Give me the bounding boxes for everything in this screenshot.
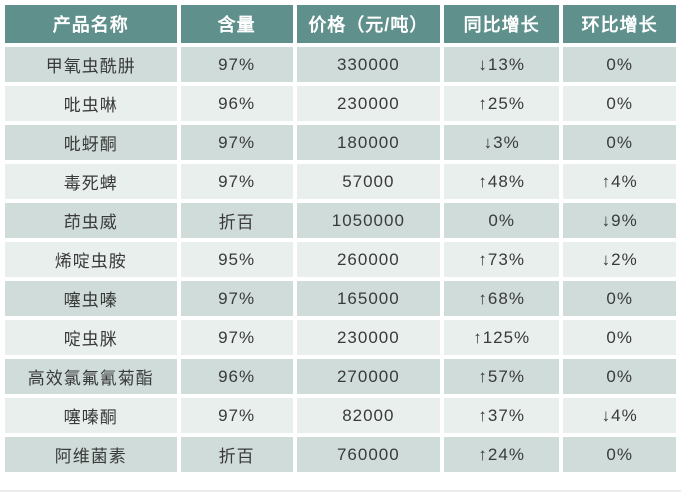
product-name-cell: 噻嗪酮 [5, 398, 177, 433]
product-name-cell: 甲氧虫酰肼 [5, 47, 177, 82]
table-row: 毒死蜱 97% 57000 ↑48% ↑4% [5, 164, 676, 199]
product-name-cell: 吡虫啉 [5, 86, 177, 121]
yoy-growth-cell: ↑25% [444, 86, 560, 121]
product-name-cell: 毒死蜱 [5, 164, 177, 199]
price-cell: 270000 [296, 359, 441, 394]
content-cell: 折百 [180, 203, 293, 238]
yoy-growth-cell: ↑68% [444, 281, 560, 316]
yoy-growth-cell: ↓3% [444, 125, 560, 160]
table-row: 吡蚜酮 97% 180000 ↓3% 0% [5, 125, 676, 160]
content-cell: 95% [180, 242, 293, 277]
content-cell: 97% [180, 281, 293, 316]
table-container: 产品名称 含量 价格（元/吨） 同比增长 环比增长 甲氧虫酰肼 97% 330000 ↓13%… [1, 1, 680, 476]
product-name-cell: 噻虫嗪 [5, 281, 177, 316]
table-row: 甲氧虫酰肼 97% 330000 ↓13% 0% [5, 47, 676, 82]
column-header-yoy-growth: 同比增长 [444, 5, 560, 43]
price-cell: 230000 [296, 320, 441, 355]
content-cell: 97% [180, 47, 293, 82]
price-cell: 57000 [296, 164, 441, 199]
content-cell: 97% [180, 125, 293, 160]
table-row: 烯啶虫胺 95% 260000 ↑73% ↓2% [5, 242, 676, 277]
mom-growth-cell: 0% [563, 281, 676, 316]
content-cell: 96% [180, 86, 293, 121]
product-name-cell: 阿维菌素 [5, 437, 177, 472]
mom-growth-cell: 0% [563, 437, 676, 472]
price-cell: 330000 [296, 47, 441, 82]
price-cell: 165000 [296, 281, 441, 316]
price-cell: 760000 [296, 437, 441, 472]
table-row: 噻嗪酮 97% 82000 ↑37% ↓4% [5, 398, 676, 433]
table-row: 吡虫啉 96% 230000 ↑25% 0% [5, 86, 676, 121]
table-row: 茚虫威 折百 1050000 0% ↓9% [5, 203, 676, 238]
yoy-growth-cell: ↓13% [444, 47, 560, 82]
yoy-growth-cell: ↑73% [444, 242, 560, 277]
price-cell: 82000 [296, 398, 441, 433]
header-row: 产品名称 含量 价格（元/吨） 同比增长 环比增长 [5, 5, 676, 43]
content-cell: 96% [180, 359, 293, 394]
mom-growth-cell: ↓2% [563, 242, 676, 277]
mom-growth-cell: 0% [563, 125, 676, 160]
column-header-price: 价格（元/吨） [296, 5, 441, 43]
content-cell: 折百 [180, 437, 293, 472]
bottom-divider [0, 490, 681, 492]
column-header-content: 含量 [180, 5, 293, 43]
pesticide-price-table: 产品名称 含量 价格（元/吨） 同比增长 环比增长 甲氧虫酰肼 97% 330000 ↓13%… [1, 1, 680, 476]
mom-growth-cell: 0% [563, 359, 676, 394]
yoy-growth-cell: 0% [444, 203, 560, 238]
yoy-growth-cell: ↑37% [444, 398, 560, 433]
mom-growth-cell: ↓4% [563, 398, 676, 433]
mom-growth-cell: ↑4% [563, 164, 676, 199]
price-cell: 230000 [296, 86, 441, 121]
column-header-product-name: 产品名称 [5, 5, 177, 43]
content-cell: 97% [180, 164, 293, 199]
mom-growth-cell: 0% [563, 86, 676, 121]
yoy-growth-cell: ↑57% [444, 359, 560, 394]
column-header-mom-growth: 环比增长 [563, 5, 676, 43]
content-cell: 97% [180, 320, 293, 355]
table-body: 甲氧虫酰肼 97% 330000 ↓13% 0% 吡虫啉 96% 230000 ↑25% 0% 吡蚜… [5, 47, 676, 472]
table-row: 啶虫脒 97% 230000 ↑125% 0% [5, 320, 676, 355]
mom-growth-cell: ↓9% [563, 203, 676, 238]
content-cell: 97% [180, 398, 293, 433]
table-row: 噻虫嗪 97% 165000 ↑68% 0% [5, 281, 676, 316]
table-row: 阿维菌素 折百 760000 ↑24% 0% [5, 437, 676, 472]
product-name-cell: 茚虫威 [5, 203, 177, 238]
yoy-growth-cell: ↑125% [444, 320, 560, 355]
product-name-cell: 啶虫脒 [5, 320, 177, 355]
product-name-cell: 高效氯氟氰菊酯 [5, 359, 177, 394]
price-cell: 1050000 [296, 203, 441, 238]
product-name-cell: 烯啶虫胺 [5, 242, 177, 277]
price-cell: 260000 [296, 242, 441, 277]
yoy-growth-cell: ↑48% [444, 164, 560, 199]
table-row: 高效氯氟氰菊酯 96% 270000 ↑57% 0% [5, 359, 676, 394]
mom-growth-cell: 0% [563, 47, 676, 82]
mom-growth-cell: 0% [563, 320, 676, 355]
price-cell: 180000 [296, 125, 441, 160]
yoy-growth-cell: ↑24% [444, 437, 560, 472]
product-name-cell: 吡蚜酮 [5, 125, 177, 160]
